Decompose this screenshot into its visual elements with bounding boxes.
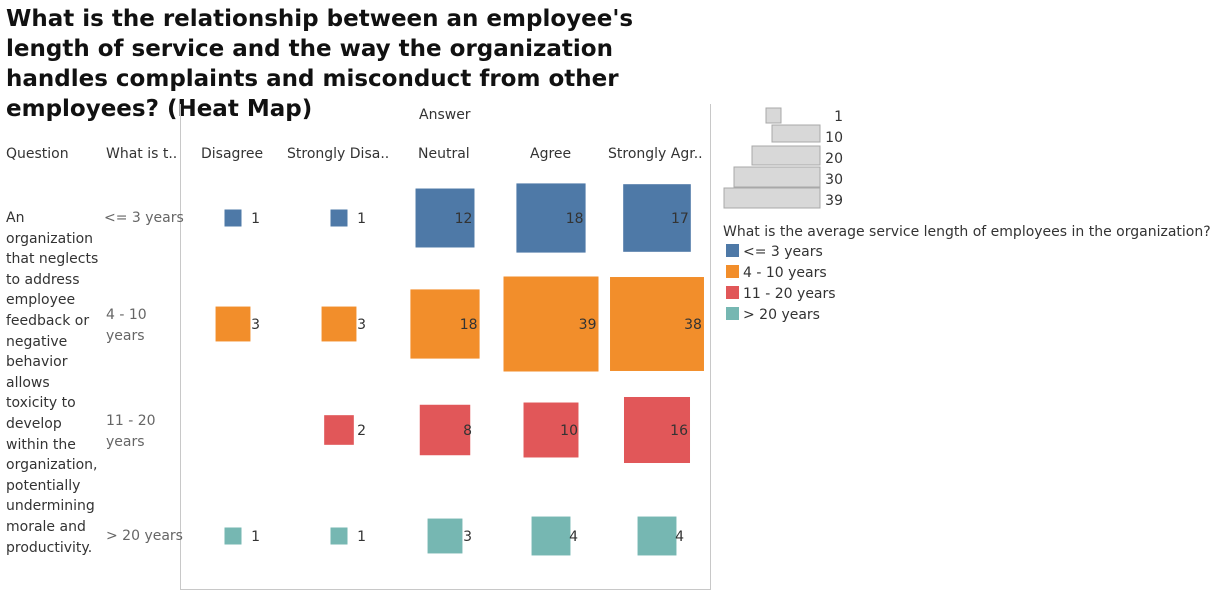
answer-header: Answer (419, 107, 471, 123)
heatmap-cell-r0-c4[interactable] (623, 184, 691, 252)
col-header-disagree: Disagree (201, 146, 264, 162)
size-legend-label: 39 (825, 193, 843, 209)
heatmap-cell-r3-c4[interactable] (637, 516, 677, 556)
heatmap-cell-label: 8 (463, 423, 472, 439)
heatmap-cell-r1-c0[interactable] (215, 306, 251, 342)
heatmap-cell-label: 4 (675, 529, 684, 545)
heatmap-cell-label: 3 (251, 317, 260, 333)
legend-item-4-10: 4 - 10 years (726, 265, 827, 281)
question-text: An organization that neglects to address… (6, 210, 99, 556)
heatmap-cell-r2-c1[interactable] (324, 415, 354, 445)
size-legend-swatch (723, 187, 821, 209)
legend-swatch (726, 244, 739, 257)
heatmap-cell-r1-c3[interactable] (503, 276, 599, 372)
legend-swatch (726, 286, 739, 299)
color-legend-title: What is the average service length of em… (723, 224, 1211, 240)
heatmap-cell-label: 18 (566, 211, 584, 227)
size-legend: 1 10 20 30 39 (723, 107, 843, 209)
heatmap-cell-label: 1 (251, 211, 260, 227)
size-legend-swatch (771, 124, 821, 143)
heatmap-cell-label: 12 (455, 211, 473, 227)
heatmap-cell-r1-c2[interactable] (410, 289, 480, 359)
heatmap-plot: 1 1 12 18 17 3 3 18 39 38 2 8 10 16 1 1 3 4 4 (215, 183, 704, 556)
size-legend-label: 30 (825, 172, 843, 188)
heatmap-cell-r0-c0[interactable] (224, 209, 242, 227)
heatmap-cell-label: 18 (460, 317, 478, 333)
legend-swatch (726, 307, 739, 320)
col-header-neutral: Neutral (418, 146, 470, 162)
heatmap-cell-label: 4 (569, 529, 578, 545)
row-label-le3: <= 3 years (104, 210, 184, 226)
heatmap-cell-r1-c1[interactable] (321, 306, 357, 342)
col-header-strongly-agree: Strongly Agr.. (608, 146, 703, 162)
heatmap-cell-r3-c0[interactable] (224, 527, 242, 545)
heatmap-cell-r0-c3[interactable] (516, 183, 586, 253)
heatmap-cell-label: 3 (357, 317, 366, 333)
size-legend-swatch (733, 166, 821, 188)
heatmap-cell-r2-c3[interactable] (523, 402, 579, 458)
size-legend-swatch (765, 107, 782, 124)
heatmap-cell-r3-c3[interactable] (531, 516, 571, 556)
legend-item-11-20: 11 - 20 years (726, 286, 836, 302)
heatmap-cell-label: 1 (357, 529, 366, 545)
heatmap-cell-r1-c4[interactable] (610, 277, 704, 371)
question-column-header: Question (6, 146, 69, 162)
row-label-11-20: 11 - 20 years (106, 413, 156, 450)
legend-item-le3: <= 3 years (726, 244, 823, 260)
size-legend-label: 1 (834, 109, 843, 125)
heatmap-cell-label: 17 (671, 211, 689, 227)
heatmap-cell-label: 2 (357, 423, 366, 439)
heatmap-cell-r0-c2[interactable] (415, 188, 475, 248)
heatmap-cell-label: 10 (560, 423, 578, 439)
header-divider (180, 104, 181, 172)
heatmap-cell-r2-c2[interactable] (419, 404, 471, 456)
plot-right-border (710, 104, 711, 590)
row-label-4-10: 4 - 10 years (106, 307, 147, 344)
size-legend-swatch (751, 145, 821, 166)
col-header-agree: Agree (530, 146, 572, 162)
legend-swatch (726, 265, 739, 278)
heatmap-cell-label: 1 (357, 211, 366, 227)
heatmap-cell-label: 3 (463, 529, 472, 545)
row-label-gt20: > 20 years (106, 528, 183, 544)
heatmap-cell-label: 16 (670, 423, 688, 439)
chart-title: What is the relationship between an empl… (6, 6, 634, 122)
heatmap-cell-r2-c4[interactable] (623, 396, 691, 464)
legend-item-gt20: > 20 years (726, 307, 820, 323)
heatmap-cell-r3-c1[interactable] (330, 527, 348, 545)
heatmap-cell-r0-c1[interactable] (330, 209, 348, 227)
col-header-strongly-disagree: Strongly Disa.. (287, 146, 390, 162)
size-legend-label: 20 (825, 151, 843, 167)
heatmap-cell-label: 39 (579, 317, 597, 333)
row-header-divider (180, 170, 181, 590)
service-length-column-header: What is t.. (106, 146, 178, 162)
heatmap-cell-label: 1 (251, 529, 260, 545)
size-legend-label: 10 (825, 130, 843, 146)
heatmap-cell-r3-c2[interactable] (427, 518, 463, 554)
heatmap-cell-label: 38 (684, 317, 702, 333)
